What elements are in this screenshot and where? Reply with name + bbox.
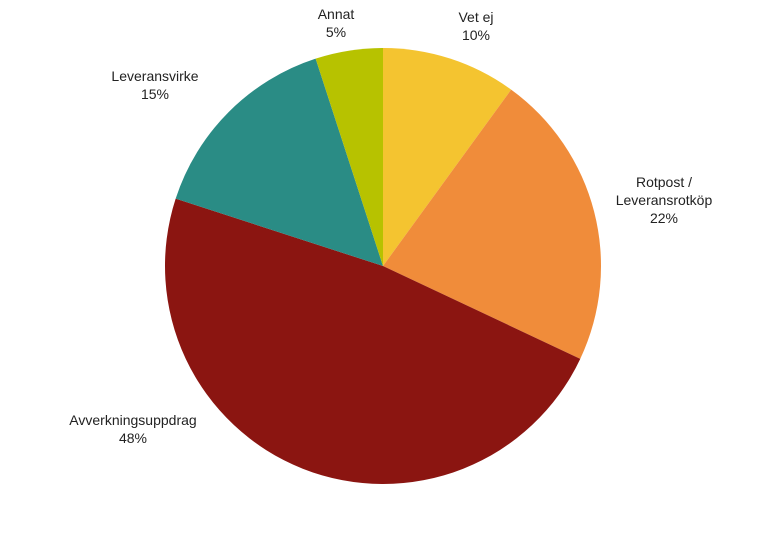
pie-slice [383,48,512,266]
value-label: 48% [118,430,148,446]
pie-slice [383,89,601,359]
slice-label: Avverkningsuppdrag 48% [53,411,213,447]
slice-label: Vet ej 10% [426,8,526,44]
category-label: Vet ej [458,9,494,25]
value-label: 10% [461,27,491,43]
value-label: 22% [649,210,679,226]
category-label: Avverkningsuppdrag [69,412,197,428]
pie-slice [164,198,581,485]
category-label: Leveransvirke [111,68,199,84]
pie-slice [175,58,383,266]
value-label: 5% [325,24,347,40]
pie-slice [315,48,383,266]
slice-label: Leveransvirke 15% [95,67,215,103]
category-label: Annat [317,6,355,22]
value-label: 15% [140,86,170,102]
slice-label: Annat 5% [296,5,376,41]
category-label: Rotpost / Leveransrotköp [615,174,713,208]
slice-label: Rotpost / Leveransrotköp 22% [599,173,729,227]
